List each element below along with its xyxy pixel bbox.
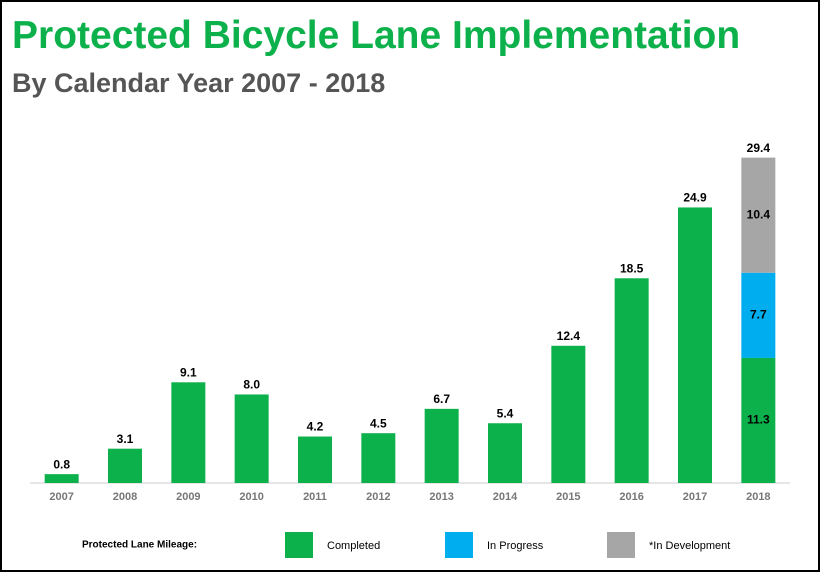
bar-segment bbox=[488, 423, 522, 483]
data-label: 5.4 bbox=[497, 406, 514, 420]
data-label: 4.5 bbox=[370, 416, 387, 430]
x-tick-label: 2012 bbox=[366, 491, 390, 503]
legend-swatch bbox=[285, 532, 313, 558]
x-tick-label: 2018 bbox=[746, 491, 770, 503]
bar-segment bbox=[108, 448, 142, 483]
data-label: 7.7 bbox=[750, 308, 767, 322]
chart-title: Protected Bicycle Lane Implementation bbox=[12, 14, 740, 57]
total-label: 29.4 bbox=[747, 141, 771, 155]
bar-segment bbox=[678, 207, 712, 483]
legend-label: *In Development bbox=[649, 540, 730, 552]
x-tick-label: 2011 bbox=[303, 491, 327, 503]
bar-segment bbox=[741, 357, 776, 483]
bar-segment bbox=[614, 278, 649, 483]
bar-segment bbox=[44, 474, 79, 483]
data-label: 6.7 bbox=[433, 392, 450, 406]
legend-swatch bbox=[607, 532, 635, 558]
x-tick-label: 2009 bbox=[176, 491, 200, 503]
chart-subtitle: By Calendar Year 2007 - 2018 bbox=[12, 68, 385, 98]
data-label: 12.4 bbox=[557, 329, 581, 343]
bar-segment bbox=[424, 408, 459, 483]
bar-segment bbox=[551, 345, 586, 483]
legend-swatch bbox=[445, 532, 473, 558]
legend-label: Completed bbox=[327, 540, 380, 552]
bar-segment bbox=[741, 272, 776, 358]
data-label: 24.9 bbox=[683, 191, 707, 205]
bar-segment bbox=[171, 382, 206, 483]
bar-segment bbox=[361, 433, 396, 483]
data-label: 8.0 bbox=[243, 378, 260, 392]
x-tick-label: 2010 bbox=[239, 491, 263, 503]
data-label: 3.1 bbox=[117, 432, 134, 446]
x-tick-label: 2008 bbox=[113, 491, 137, 503]
legend-title: Protected Lane Mileage: bbox=[82, 540, 197, 551]
bar-segment bbox=[298, 436, 332, 483]
x-tick-label: 2016 bbox=[619, 491, 643, 503]
data-label: 9.1 bbox=[180, 365, 197, 379]
data-label: 11.3 bbox=[747, 413, 770, 427]
x-tick-label: 2013 bbox=[429, 491, 453, 503]
x-tick-label: 2015 bbox=[556, 491, 580, 503]
data-label: 4.2 bbox=[307, 420, 324, 434]
legend-label: In Progress bbox=[487, 540, 544, 552]
bar-segment bbox=[234, 394, 269, 483]
data-label: 10.4 bbox=[747, 207, 771, 221]
x-tick-label: 2014 bbox=[493, 491, 518, 503]
data-label: 0.8 bbox=[53, 457, 70, 471]
x-tick-label: 2007 bbox=[49, 491, 73, 503]
data-label: 18.5 bbox=[620, 261, 644, 275]
bar-segment bbox=[741, 157, 776, 273]
x-tick-label: 2017 bbox=[683, 491, 707, 503]
